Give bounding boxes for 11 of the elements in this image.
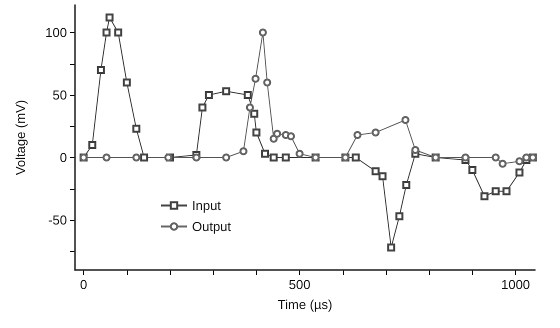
y-tick-label: 50 [52, 88, 67, 102]
y-axis-title: Voltage (mV) [13, 100, 28, 176]
y-tick-label: 100 [45, 25, 67, 40]
x-tick-label: 0 [80, 277, 88, 292]
legend-label: Output [192, 219, 232, 234]
y-tick-label: 0 [60, 150, 67, 165]
x-tick-label: 500 [288, 277, 310, 292]
x-axis-title: Time (µs) [278, 297, 332, 312]
y-tick-label: -50 [48, 212, 67, 228]
x-tick-label: 1000 [501, 277, 530, 292]
legend-label: Input [192, 198, 222, 213]
